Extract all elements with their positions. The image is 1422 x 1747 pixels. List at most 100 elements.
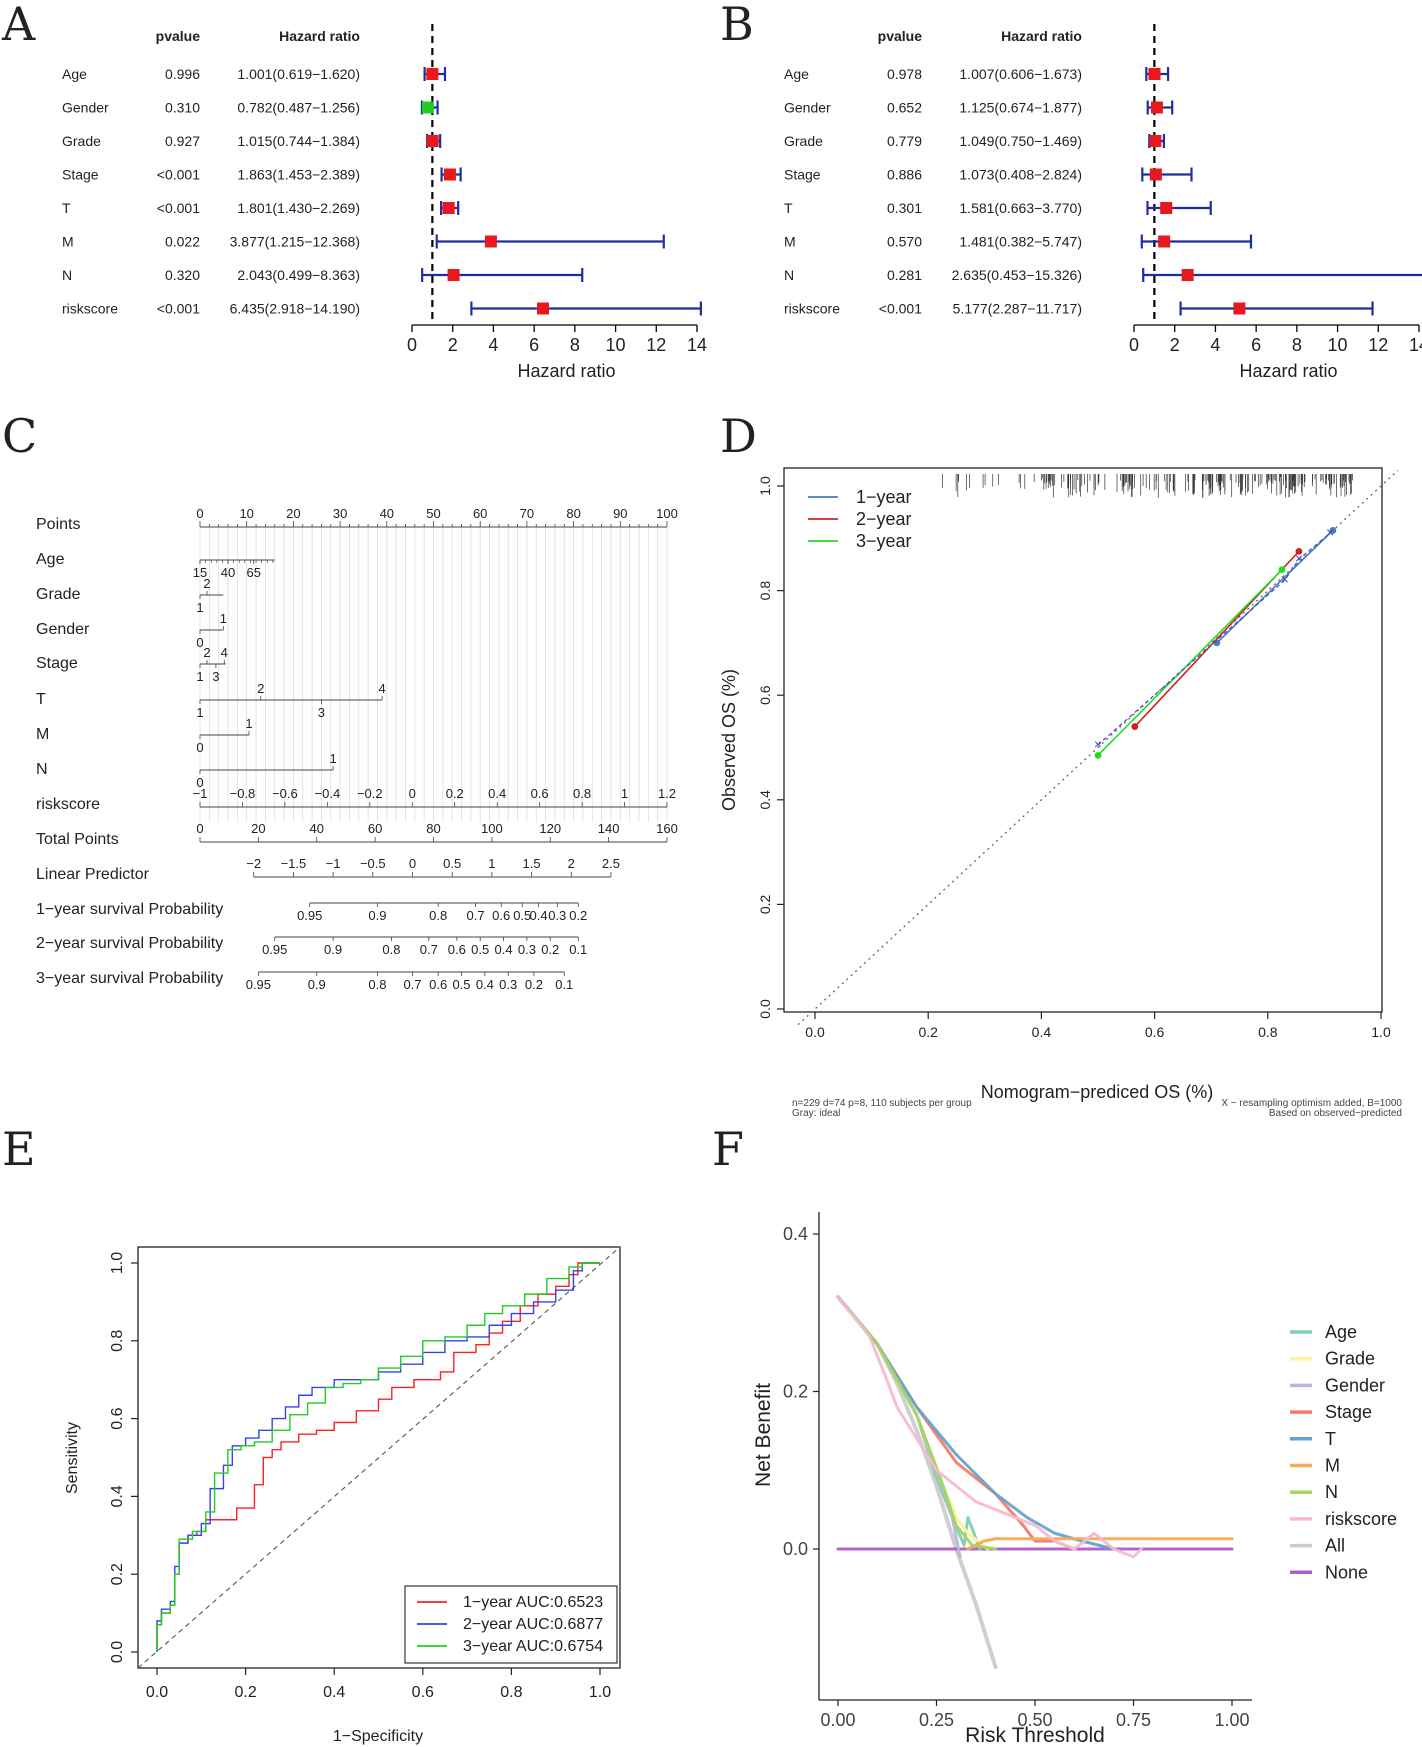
nomogram-prob-label: 0.4 [476, 977, 494, 992]
row-hr-text-grade: 1.015(0.744−1.384) [237, 133, 360, 149]
calibration-point-2-year [1295, 547, 1303, 555]
x-tick-label: 0.8 [500, 1684, 522, 1701]
nomogram-prob-label: 0.6 [492, 908, 510, 923]
nomogram-prob-label: 0.9 [308, 977, 326, 992]
dca-curve-n [836, 1295, 998, 1551]
y-tick-label: 0.2 [757, 894, 773, 914]
legend-label: 2−year AUC:0.6877 [463, 1616, 603, 1633]
nomogram-level-label: 2 [203, 576, 210, 591]
dca-curve-age [836, 1295, 982, 1551]
nomogram-tick-label: 40 [310, 821, 324, 836]
x-tick-label: 0.00 [820, 1710, 855, 1730]
nomogram-tick-label: 0.5 [443, 856, 461, 871]
nomogram-level-label: 1 [220, 611, 227, 626]
nomogram-tick-label: 20 [251, 821, 265, 836]
hr-point-age [1148, 68, 1161, 80]
y-tick-label: 0.8 [757, 581, 773, 601]
nomogram-row-label: 3−year survival Probability [36, 970, 223, 987]
nomogram-row-label: Points [36, 516, 80, 533]
row-label-stage: Stage [62, 167, 99, 183]
nomogram-row-label: Age [36, 551, 65, 568]
row-hr-text-stage: 1.073(0.408−2.824) [959, 167, 1082, 183]
nomogram-level-label: 2 [257, 681, 264, 696]
row-pvalue-grade: 0.927 [165, 133, 200, 149]
dca-curve-t [836, 1295, 1116, 1551]
nomogram-prob-label: 0.95 [246, 977, 271, 992]
x-tick-label: 2 [448, 335, 458, 355]
nomogram-tick-label: 160 [656, 821, 678, 836]
row-label-t: T [62, 200, 71, 216]
y-axis-title: Observed OS (%) [719, 669, 739, 811]
nomogram-tick-label: 0.8 [573, 786, 591, 801]
dca-curve-all [836, 1295, 998, 1670]
panel-label-c: C [2, 409, 37, 463]
x-tick-label: 6 [529, 335, 539, 355]
x-tick-label: 4 [1210, 335, 1220, 355]
dca-curve-riskscore [836, 1295, 1143, 1559]
y-tick-label: 1.0 [757, 476, 773, 496]
x-tick-label: 1.00 [1214, 1710, 1249, 1730]
panel-label-a: A [1, 0, 36, 51]
bias-corrected-point: × [1295, 550, 1303, 566]
nomogram-tick-label: 70 [520, 506, 534, 521]
nomogram-prob-label: 0.4 [495, 942, 513, 957]
nomogram-tick-label: 1 [488, 856, 495, 871]
nomogram-prob-label: 0.5 [471, 942, 489, 957]
nomogram-prob-label: 0.2 [525, 977, 543, 992]
nomogram-tick-label: 0.2 [446, 786, 464, 801]
nomogram-level-label: 1 [245, 716, 252, 731]
x-tick-label: 14 [687, 335, 707, 355]
chance-line [137, 1246, 621, 1669]
nomogram-tick-label: −1 [193, 786, 208, 801]
nomogram-level-label: 0 [196, 775, 203, 790]
nomogram-prob-label: 0.5 [452, 977, 470, 992]
nomogram-tick-label: 100 [656, 506, 678, 521]
calibration-point-1-year [1329, 527, 1337, 534]
footnote-right: Based on observed−predicted [1269, 1108, 1402, 1119]
x-tick-label: 0.8 [1258, 1024, 1278, 1040]
nomogram-level-label: 0 [196, 740, 203, 755]
x-tick-label: 8 [1292, 335, 1302, 355]
panel-label-f: F [712, 1122, 744, 1176]
row-pvalue-age: 0.996 [165, 66, 200, 82]
header-pvalue: pvalue [156, 28, 201, 44]
nomogram-row-label: Grade [36, 586, 81, 603]
legend-label: 3−year [856, 531, 912, 551]
x-tick-label: 10 [1328, 335, 1348, 355]
nomogram-tick-label: 0.4 [488, 786, 506, 801]
nomogram-prob-label: 0.6 [429, 977, 447, 992]
nomogram-row-label: Linear Predictor [36, 866, 150, 883]
nomogram-row-label: 2−year survival Probability [36, 935, 223, 952]
hr-point-riskscore [536, 302, 549, 315]
row-hr-text-riskscore: 5.177(2.287−11.717) [953, 301, 1082, 317]
row-hr-text-grade: 1.049(0.750−1.469) [959, 133, 1082, 149]
row-label-gender: Gender [784, 100, 831, 116]
nomogram-prob-label: 0.2 [569, 908, 587, 923]
y-tick-label: 0.0 [757, 999, 773, 1019]
nomogram-tick-label: 0 [196, 821, 203, 836]
row-pvalue-grade: 0.779 [887, 133, 922, 149]
nomogram-prob-label: 0.4 [530, 908, 548, 923]
nomogram-tick-label: 100 [481, 821, 503, 836]
x-tick-label: 0 [1129, 335, 1139, 355]
legend-label: riskscore [1325, 1509, 1397, 1529]
calibration-point-3-year [1094, 751, 1102, 759]
row-pvalue-stage: 0.886 [887, 167, 922, 183]
nomogram-tick-label: −0.4 [315, 786, 341, 801]
y-tick-label: 0.4 [757, 790, 773, 810]
x-tick-label: 0 [407, 335, 417, 355]
roc-plot: 0.0 0.0 0.2 0.2 0.4 0.4 0.6 0.6 0.8 0.8 1.0 1.0 1−ye… [64, 1246, 621, 1745]
bias-corrected-line [1097, 532, 1331, 746]
hr-point-age [426, 68, 439, 80]
y-tick-label: 0.0 [783, 1539, 808, 1559]
nomogram-tick-label: 20 [286, 506, 300, 521]
dca-curve-stage [836, 1295, 1076, 1551]
row-label-gender: Gender [62, 100, 109, 116]
y-axis-title: Sensitivity [64, 1422, 81, 1494]
x-tick-label: 1.0 [1371, 1024, 1391, 1040]
nomogram-tick-label: 80 [426, 821, 440, 836]
nomogram-row-label: Gender [36, 621, 90, 638]
nomogram-tick-label: −0.5 [360, 856, 386, 871]
panel-label-b: B [720, 0, 754, 51]
x-tick-label: 10 [606, 335, 626, 355]
